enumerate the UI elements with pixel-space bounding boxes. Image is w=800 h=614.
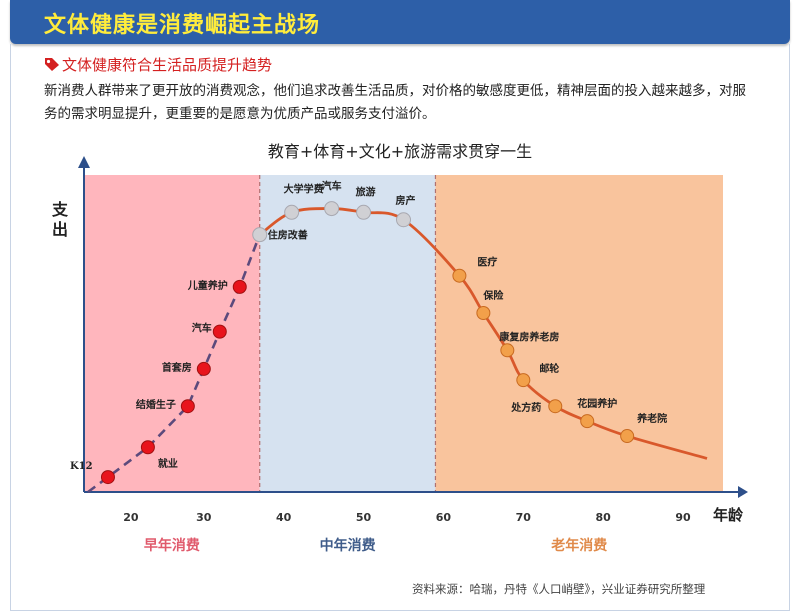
early-point — [196, 361, 211, 376]
x-tick-label: 30 — [196, 511, 212, 524]
early-point-label: 就业 — [158, 457, 178, 470]
mid-point — [252, 227, 268, 243]
late-point — [476, 305, 491, 320]
source-note: 资料来源：哈瑞，丹特《人口峭壁》，兴业证券研究所整理 — [412, 582, 706, 596]
early-point-label: 首套房 — [162, 361, 192, 374]
late-point — [500, 343, 515, 358]
page-title: 文体健康是消费崛起主战场 — [44, 13, 321, 38]
late-point — [452, 268, 467, 283]
phase-label-2: 中年消费 — [320, 537, 376, 554]
x-tick-label: 80 — [596, 511, 612, 524]
late-point-label: 花园养护 — [577, 397, 617, 410]
late-point-label: 保险 — [482, 289, 504, 302]
mid-point-label: 住房改善 — [268, 229, 308, 242]
early-curve — [87, 234, 261, 494]
early-point-label: 儿童养护 — [187, 279, 228, 292]
mid-point — [396, 212, 411, 228]
section-subtitle: 文体健康符合生活品质提升趋势 — [62, 56, 273, 74]
phase-label-1: 早年消费 — [144, 537, 200, 554]
late-point-label: 养老院 — [636, 412, 667, 425]
late-point — [548, 399, 563, 414]
early-point — [180, 399, 195, 414]
late-point-label: 医疗 — [477, 256, 497, 269]
x-tick-label: 50 — [356, 511, 372, 524]
late-point-label: 处方药 — [510, 401, 541, 414]
x-tick-label: 90 — [675, 511, 691, 524]
x-tick-label: 60 — [436, 511, 452, 524]
y-axis-label-char: 出 — [52, 220, 68, 239]
phase-band-3 — [435, 175, 723, 492]
chart-title: 教育+体育+文化+旅游需求贯穿一生 — [267, 142, 533, 161]
late-point-label: 康复房养老房 — [499, 330, 559, 343]
late-point-label: 邮轮 — [539, 362, 559, 375]
mid-point — [284, 204, 300, 220]
early-point — [232, 279, 247, 294]
x-axis-label: 年龄 — [713, 506, 744, 524]
early-point-label: 汽车 — [192, 322, 212, 335]
mid-point-label: 旅游 — [356, 185, 376, 198]
x-tick-label: 40 — [276, 511, 292, 524]
header-bar: 文体健康是消费崛起主战场 — [10, 0, 790, 44]
mid-point — [356, 204, 372, 220]
phase-band-1 — [84, 175, 260, 492]
late-point — [620, 429, 635, 444]
early-point-label: 结婚生子 — [136, 398, 176, 411]
early-point — [212, 324, 227, 339]
mid-point — [324, 201, 340, 217]
early-point — [140, 440, 155, 455]
late-point — [580, 414, 595, 429]
phase-band-2 — [259, 175, 436, 492]
y-axis-arrow — [78, 156, 90, 168]
mid-point-label: 房产 — [396, 194, 416, 207]
y-axis-label-char: 支 — [51, 200, 69, 219]
tag-icon — [45, 58, 59, 71]
x-tick-label: 70 — [516, 511, 532, 524]
section-paragraph: 新消费人群带来了更开放的消费观念，他们追求改善生活品质，对价格的敏感度更低，精神… — [44, 83, 746, 122]
x-tick-label: 20 — [123, 511, 139, 524]
mid-point-label: 汽车 — [322, 180, 342, 193]
x-axis-arrow — [738, 486, 748, 498]
early-point-label: K12 — [70, 461, 93, 472]
phase-label-3: 老年消费 — [551, 537, 607, 554]
late-point — [516, 373, 531, 388]
content-frame — [10, 44, 790, 611]
mid-point-label: 大学学费 — [284, 182, 324, 195]
early-point — [100, 470, 115, 485]
